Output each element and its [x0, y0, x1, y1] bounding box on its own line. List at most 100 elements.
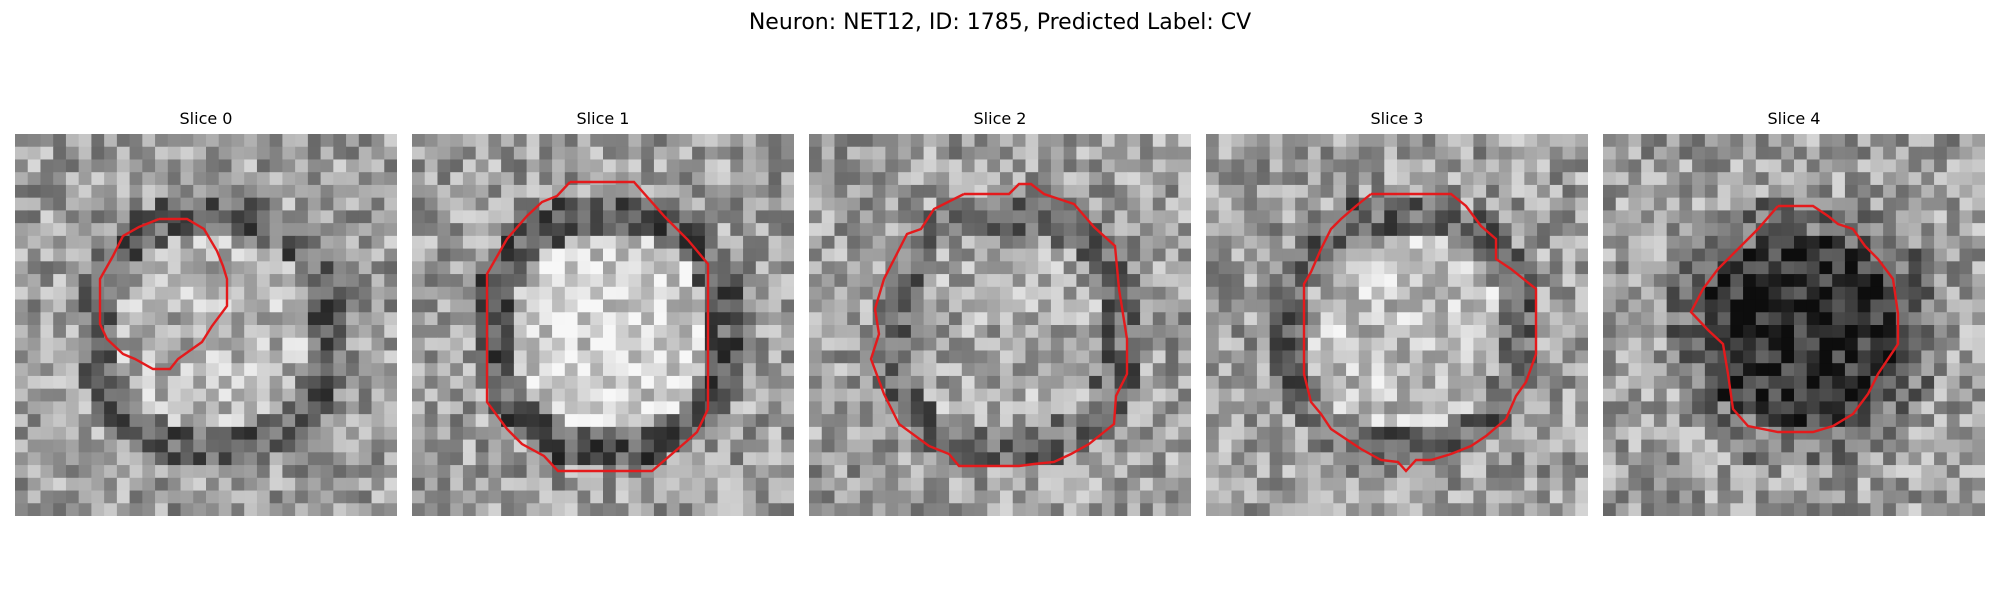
image-pixel	[1537, 286, 1551, 301]
image-pixel	[679, 134, 693, 148]
image-pixel	[462, 477, 477, 492]
image-pixel	[1832, 490, 1846, 504]
image-pixel	[1256, 350, 1271, 364]
slice-title: Slice 0	[179, 109, 233, 128]
image-pixel	[1076, 426, 1090, 441]
image-pixel	[180, 388, 194, 402]
image-pixel	[603, 375, 617, 390]
image-pixel	[1320, 325, 1334, 339]
image-pixel	[1114, 490, 1128, 504]
image-pixel	[1460, 325, 1474, 339]
image-pixel	[1397, 146, 1411, 161]
image-pixel	[269, 414, 283, 428]
image-pixel	[1562, 197, 1576, 211]
image-pixel	[1127, 261, 1141, 275]
image-pixel	[743, 184, 757, 199]
image-pixel	[872, 235, 886, 250]
image-pixel	[1549, 286, 1564, 301]
image-pixel	[1063, 146, 1077, 161]
image-pixel	[1295, 477, 1309, 492]
image-pixel	[1819, 490, 1833, 504]
image-pixel	[206, 426, 220, 441]
image-pixel	[1628, 286, 1642, 301]
image-pixel	[1511, 503, 1525, 516]
image-pixel	[1704, 490, 1719, 504]
image-pixel	[1178, 312, 1191, 326]
image-pixel	[1524, 274, 1538, 288]
image-pixel	[1101, 248, 1116, 262]
image-pixel	[1730, 426, 1744, 441]
image-pixel	[1972, 452, 1985, 466]
image-pixel	[1819, 363, 1833, 377]
image-pixel	[679, 401, 693, 415]
image-pixel	[231, 274, 245, 288]
image-pixel	[1397, 312, 1411, 326]
image-pixel	[1819, 388, 1833, 402]
image-pixel	[282, 350, 296, 364]
image-pixel	[666, 223, 680, 237]
image-pixel	[768, 134, 782, 148]
image-pixel	[1717, 134, 1731, 148]
image-pixel	[1908, 312, 1922, 326]
image-pixel	[1641, 350, 1655, 364]
image-pixel	[603, 414, 617, 428]
image-pixel	[1473, 184, 1487, 199]
image-pixel	[1730, 210, 1744, 224]
image-pixel	[65, 337, 80, 352]
image-pixel	[1358, 235, 1373, 250]
image-pixel	[1000, 490, 1014, 504]
image-pixel	[768, 146, 782, 161]
image-pixel	[27, 477, 42, 492]
image-pixel	[1946, 197, 1961, 211]
image-pixel	[743, 388, 757, 402]
image-pixel	[1653, 235, 1668, 250]
image-pixel	[206, 375, 220, 390]
image-pixel	[1165, 159, 1179, 173]
image-pixel	[437, 426, 451, 441]
image-pixel	[1089, 414, 1103, 428]
image-pixel	[116, 172, 131, 186]
image-pixel	[358, 439, 373, 453]
image-pixel	[755, 274, 770, 288]
image-pixel	[847, 235, 861, 250]
image-pixel	[269, 274, 283, 288]
image-pixel	[40, 299, 54, 313]
image-pixel	[333, 388, 347, 402]
image-pixel	[488, 274, 502, 288]
image-pixel	[307, 223, 322, 237]
image-pixel	[974, 503, 988, 516]
image-pixel	[615, 363, 630, 377]
image-pixel	[577, 223, 591, 237]
image-pixel	[641, 261, 655, 275]
image-pixel	[526, 184, 540, 199]
image-pixel	[653, 223, 668, 237]
image-pixel	[564, 477, 579, 492]
image-pixel	[282, 159, 296, 173]
image-pixel	[256, 134, 271, 148]
image-pixel	[256, 261, 271, 275]
image-pixel	[1883, 197, 1897, 211]
image-pixel	[1409, 477, 1424, 492]
image-pixel	[1165, 248, 1179, 262]
image-pixel	[1358, 401, 1373, 415]
image-pixel	[475, 184, 489, 199]
image-pixel	[1524, 184, 1538, 199]
image-pixel	[1050, 388, 1065, 402]
image-pixel	[53, 325, 67, 339]
image-pixel	[1244, 210, 1258, 224]
image-pixel	[1358, 312, 1373, 326]
image-pixel	[1307, 146, 1322, 161]
image-pixel	[1768, 299, 1782, 313]
image-pixel	[78, 210, 92, 224]
image-pixel	[1000, 465, 1014, 479]
image-pixel	[1575, 477, 1588, 492]
image-pixel	[1692, 350, 1706, 364]
image-pixel	[615, 146, 630, 161]
image-pixel	[244, 172, 258, 186]
image-pixel	[1934, 363, 1948, 377]
image-pixel	[1140, 388, 1154, 402]
image-pixel	[1704, 465, 1719, 479]
image-pixel	[437, 503, 451, 516]
image-pixel	[1307, 159, 1322, 173]
image-pixel	[53, 337, 67, 352]
